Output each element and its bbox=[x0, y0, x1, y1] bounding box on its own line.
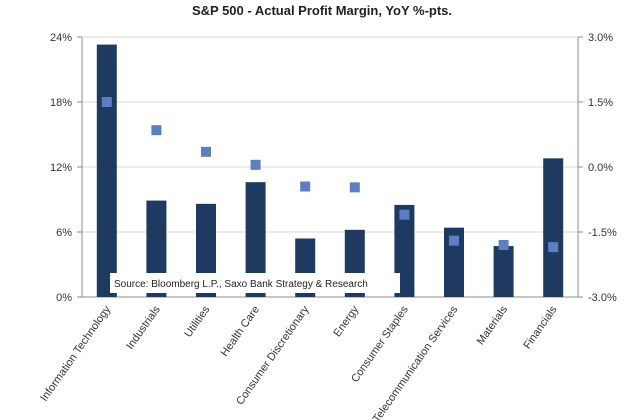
data-point bbox=[498, 240, 509, 250]
data-point bbox=[399, 209, 410, 220]
source-note: Source: Bloomberg L.P., Saxo Bank Strate… bbox=[110, 273, 400, 293]
left-tick-label: 6% bbox=[56, 227, 72, 239]
right-tick-label: 1.5% bbox=[588, 97, 613, 109]
data-point bbox=[300, 181, 311, 192]
bar bbox=[245, 182, 266, 297]
category-label: Telecommunication Services bbox=[371, 303, 461, 420]
bar-series bbox=[96, 44, 564, 298]
bar bbox=[493, 246, 514, 297]
left-tick-label: 18% bbox=[50, 97, 72, 109]
right-tick-label: -3.0% bbox=[588, 292, 617, 304]
data-point bbox=[101, 97, 112, 107]
source-note-text: Source: Bloomberg L.P., Saxo Bank Strate… bbox=[114, 279, 368, 290]
bar bbox=[96, 44, 117, 298]
left-y-axis: 0% 6% 12% 18% 24% bbox=[50, 32, 578, 304]
left-tick-label: 12% bbox=[50, 162, 72, 174]
right-y-axis: -3.0% -1.5% 0.0% 1.5% 3.0% bbox=[577, 32, 617, 304]
data-point bbox=[548, 242, 559, 253]
right-tick-label: 0.0% bbox=[588, 162, 613, 174]
chart-title: S&P 500 - Actual Profit Margin, YoY %-pt… bbox=[192, 3, 452, 18]
category-label: Energy bbox=[331, 303, 361, 339]
point-series bbox=[101, 97, 559, 253]
bar bbox=[543, 158, 564, 297]
source-note-background bbox=[110, 273, 400, 293]
right-tick-label: -1.5% bbox=[588, 227, 617, 239]
data-point bbox=[151, 125, 162, 136]
gridlines bbox=[82, 36, 578, 233]
data-point bbox=[250, 159, 261, 170]
right-tick-label: 3.0% bbox=[588, 32, 613, 44]
data-point bbox=[349, 182, 360, 193]
left-tick-label: 24% bbox=[50, 32, 72, 44]
bar bbox=[146, 200, 167, 297]
category-label: Materials bbox=[475, 303, 511, 347]
category-label: Information Technology bbox=[38, 303, 113, 403]
category-label: Industrials bbox=[124, 303, 163, 351]
data-point bbox=[449, 235, 459, 246]
data-point bbox=[201, 146, 211, 157]
category-label: Financials bbox=[521, 303, 560, 351]
category-label: Utilities bbox=[182, 303, 212, 339]
left-tick-label: 0% bbox=[56, 292, 72, 304]
category-labels: Information Technology Industrials Utiliti… bbox=[38, 303, 560, 420]
category-label: Health Care bbox=[219, 304, 263, 359]
